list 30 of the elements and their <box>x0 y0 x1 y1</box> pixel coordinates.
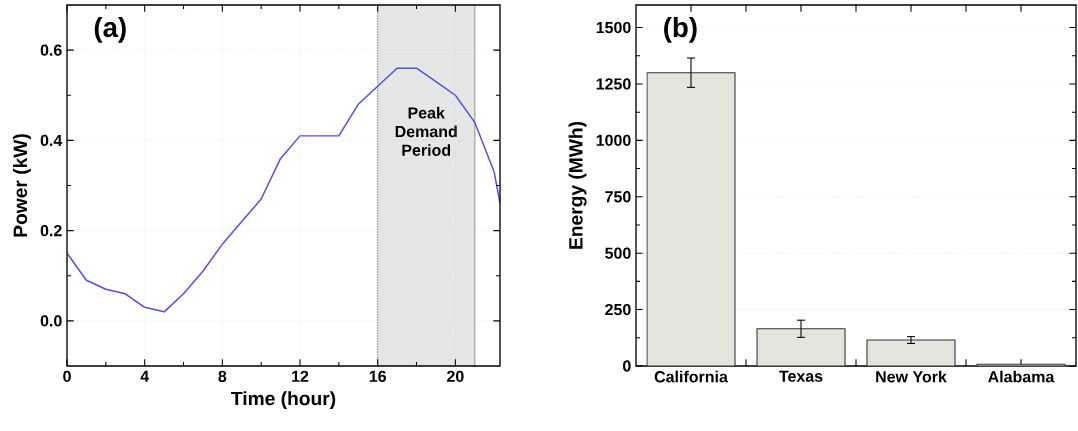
band-label: Peak Demand Period <box>395 106 457 156</box>
annotation: (b) <box>664 16 697 43</box>
x-tick-label: 4 <box>140 370 150 382</box>
y-tick-label: 0.4 <box>40 134 63 147</box>
x-tick-label: 20 <box>447 370 464 383</box>
x-tick-label: California <box>654 370 728 383</box>
x-tick-label: 16 <box>369 370 386 383</box>
x-tick-label: Alabama <box>988 370 1055 383</box>
y-tick-label: 0 <box>623 360 631 372</box>
y-axis-title: Power (kW) <box>13 134 31 237</box>
y-tick-label: 1000 <box>596 134 631 147</box>
y-tick-label: 500 <box>605 247 631 259</box>
y-tick-label: 0.6 <box>40 44 62 56</box>
bar <box>757 328 845 366</box>
bar <box>647 72 736 366</box>
x-tick-label: 0 <box>63 370 71 383</box>
y-tick-label: 750 <box>605 191 631 203</box>
y-tick-label: 0.0 <box>40 315 62 327</box>
y-tick-label: 1500 <box>596 21 631 34</box>
y-axis-title: Energy (MWh) <box>568 121 587 249</box>
bar <box>867 340 955 366</box>
x-tick-label: 12 <box>292 370 309 382</box>
x-tick-label: Texas <box>779 370 823 382</box>
y-tick-label: 1250 <box>596 78 631 90</box>
x-tick-label: 8 <box>218 370 227 383</box>
y-tick-label: 250 <box>605 303 631 316</box>
y-tick-label: 0.2 <box>40 224 62 237</box>
annotation: (a) <box>94 16 126 43</box>
x-tick-label: New York <box>876 370 947 383</box>
x-axis-title: Time (hour) <box>231 391 336 410</box>
